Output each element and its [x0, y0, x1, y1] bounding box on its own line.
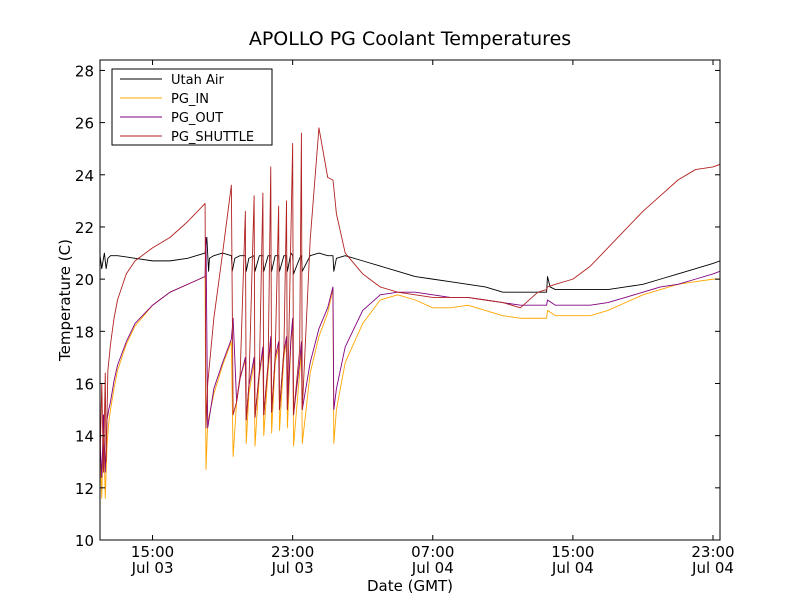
x-tick-time-label: 15:00	[131, 543, 174, 561]
y-tick-label: 12	[75, 480, 94, 498]
legend-label-utah-air: Utah Air	[171, 73, 224, 88]
x-tick-time-label: 15:00	[551, 543, 594, 561]
y-tick-label: 14	[75, 428, 94, 446]
y-tick-label: 22	[75, 219, 94, 237]
x-tick-time-label: 23:00	[271, 543, 314, 561]
x-axis-label: Date (GMT)	[367, 577, 453, 595]
x-tick-date-label: Jul 03	[131, 559, 174, 577]
y-tick-label: 28	[75, 62, 94, 80]
chart-title: APOLLO PG Coolant Temperatures	[249, 28, 571, 50]
x-tick-time-label: 07:00	[411, 543, 454, 561]
series-line-pg-shuttle	[100, 127, 720, 473]
x-tick-time-label: 23:00	[691, 543, 734, 561]
legend-label-pg-shuttle: PG_SHUTTLE	[171, 130, 254, 145]
legend-label-pg-out: PG_OUT	[171, 111, 223, 126]
y-tick-label: 20	[75, 271, 94, 289]
legend-label-pg-in: PG_IN	[171, 92, 209, 107]
plot-area	[99, 59, 721, 541]
y-tick-label: 18	[75, 323, 94, 341]
x-tick-date-label: Jul 04	[411, 559, 454, 577]
series-layer	[100, 127, 720, 499]
y-tick-label: 10	[75, 532, 94, 550]
plot-frame	[99, 59, 721, 541]
legend: Utah Air PG_IN PG_OUT PG_SHUTTLE	[111, 68, 273, 146]
x-tick-date-label: Jul 04	[551, 559, 594, 577]
y-axis: 10 12 14 16 18 20 22 24 26 28	[75, 62, 720, 550]
x-tick-date-label: Jul 04	[691, 559, 734, 577]
series-line-pg-out	[100, 236, 720, 478]
x-tick-date-label: Jul 03	[271, 559, 314, 577]
y-tick-label: 26	[75, 115, 94, 133]
y-axis-label: Temperature (C)	[56, 239, 74, 362]
y-tick-label: 24	[75, 167, 94, 185]
legend-box	[111, 68, 273, 146]
y-tick-label: 16	[75, 375, 94, 393]
